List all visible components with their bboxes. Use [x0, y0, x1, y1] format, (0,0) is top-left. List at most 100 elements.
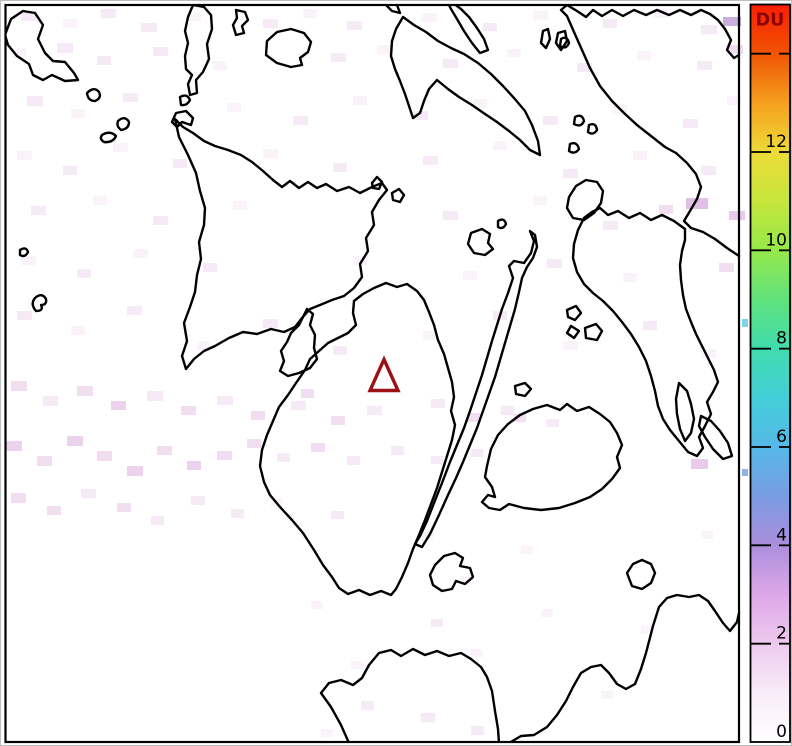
so2-pixel	[697, 61, 712, 70]
so2-pixel	[233, 201, 247, 210]
so2-pixel	[311, 601, 323, 609]
so2-pixel	[633, 151, 647, 160]
coastline-camotes-islet-b	[583, 322, 604, 342]
so2-pixel	[361, 701, 374, 710]
coastline-burias-tip	[384, 5, 402, 15]
coastline-leyte	[571, 206, 720, 458]
so2-pixel	[227, 103, 241, 112]
coastline-semirara-islet-b	[99, 131, 118, 144]
so2-pixel	[701, 531, 713, 539]
so2-pixel	[563, 341, 578, 350]
coastline-camotes-islet-a	[565, 304, 583, 322]
so2-pixel	[47, 506, 61, 515]
so2-pixel	[601, 691, 613, 699]
so2-pixel	[187, 13, 201, 21]
so2-pixel	[101, 9, 116, 18]
so2-pixel	[643, 321, 657, 330]
so2-pixel	[431, 456, 443, 464]
so2-pixel	[547, 259, 562, 268]
so2-pixel	[377, 45, 391, 54]
so2-pixel	[347, 456, 360, 465]
so2-pixel	[133, 249, 148, 258]
so2-pixel	[521, 546, 533, 554]
coastline-gigantes-islet-b	[390, 187, 406, 204]
so2-pixel	[471, 649, 483, 657]
coastline-bantayan-islet	[496, 218, 508, 230]
colorbar-tick-label: 0	[776, 722, 787, 742]
so2-pixel	[333, 346, 347, 355]
so2-pixel	[303, 9, 317, 18]
so2-pixel	[277, 453, 290, 462]
so2-pixel	[263, 149, 278, 158]
so2-pixel	[659, 205, 673, 214]
so2-pixel	[541, 609, 553, 617]
coastline-semirara-islet-a	[116, 117, 131, 132]
so2-pixel	[57, 43, 73, 53]
coastline-siquijor	[428, 551, 475, 593]
so2-pixel	[97, 451, 112, 461]
coastline-boracay	[170, 109, 195, 129]
so2-pixel	[197, 341, 211, 350]
so2-pixel	[351, 661, 363, 669]
so2-pixel	[493, 141, 507, 150]
so2-pixel	[217, 451, 232, 460]
so2-pixel	[514, 414, 526, 422]
so2-pixel	[127, 306, 142, 315]
so2-pixel	[463, 271, 477, 280]
coastline-mindanao-coast-east	[508, 593, 741, 742]
coastline-cuyo-islet-a	[18, 247, 30, 258]
so2-pixel	[683, 119, 698, 128]
coastline-gigantes-islet-a	[370, 175, 384, 191]
so2-pixel	[81, 489, 96, 498]
so2-pixel	[719, 263, 734, 272]
so2-pixel	[141, 23, 157, 32]
so2-pixel	[431, 619, 443, 627]
so2-pixel	[727, 96, 741, 105]
so2-pixel	[63, 19, 77, 28]
coastline-layer	[6, 5, 741, 742]
coastline-romblon	[231, 8, 250, 37]
so2-pixel	[423, 156, 438, 165]
coastline-negros	[258, 281, 457, 597]
so2-pixel	[6, 441, 22, 451]
so2-pixel	[173, 159, 187, 168]
so2-pixel	[413, 111, 428, 120]
so2-pixel	[421, 531, 433, 539]
so2-pixel	[347, 21, 362, 30]
so2-pixel	[333, 163, 347, 172]
so2-pixel	[153, 47, 168, 56]
so2-pixel	[533, 11, 548, 20]
colorbar-tick-label: 6	[776, 427, 787, 447]
so2-pixel	[117, 503, 131, 512]
so2-pixel	[331, 416, 345, 425]
so2-pixel	[701, 25, 717, 34]
colorbar-tick-label: 2	[776, 624, 787, 644]
so2-pixel	[37, 456, 52, 466]
so2-pixel	[231, 509, 244, 518]
so2-pixel	[21, 256, 36, 265]
so2-pixel	[353, 96, 367, 105]
so2-pixel	[157, 446, 172, 455]
coastline-samar-islet-a	[558, 36, 571, 49]
coastline-carabao-islet	[178, 94, 192, 107]
so2-pixel	[637, 51, 651, 60]
so2-pixel	[331, 511, 344, 519]
so2-pixel	[11, 49, 26, 58]
coastline-samar	[559, 5, 741, 258]
so2-pixel	[153, 216, 168, 225]
so2-pixel	[31, 206, 46, 215]
so2-pixel	[217, 396, 233, 405]
so2-pixel	[63, 166, 77, 175]
coastline-camotes-islet-c	[565, 324, 581, 340]
so2-pixel	[742, 469, 748, 476]
so2-pixel	[443, 211, 458, 220]
so2-pixel	[321, 729, 333, 737]
so2-pixel	[543, 116, 558, 125]
so2-pixel	[43, 396, 58, 406]
so2-pixel	[301, 389, 314, 398]
so2-pixel	[483, 23, 497, 31]
so2-pixel	[11, 381, 27, 391]
so2-pixel	[461, 576, 473, 584]
